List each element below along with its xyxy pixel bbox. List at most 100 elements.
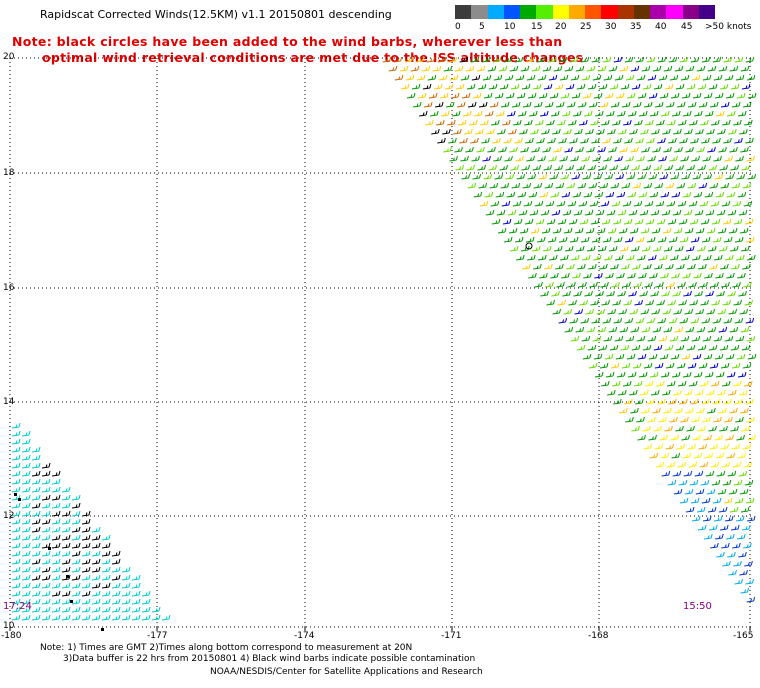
lat-label-14: 14 <box>3 397 15 407</box>
wind-barb <box>699 281 708 288</box>
wind-barb <box>709 263 718 270</box>
wind-barb <box>720 524 729 531</box>
wind-barb <box>645 218 655 225</box>
wind-barb <box>61 542 71 549</box>
wind-barb <box>461 173 471 180</box>
wind-barb <box>614 155 623 162</box>
wind-barb <box>743 281 752 288</box>
wind-barb <box>710 542 719 549</box>
wind-barb <box>61 598 71 605</box>
wind-barb <box>545 200 555 207</box>
wind-barb <box>657 398 666 405</box>
wind-barb <box>51 510 61 517</box>
wind-barb <box>482 74 492 81</box>
wind-barb <box>464 128 473 135</box>
wind-barb <box>732 542 741 549</box>
wind-barb <box>561 191 571 198</box>
wind-barb <box>71 518 81 525</box>
wind-barb <box>553 65 563 72</box>
wind-barb <box>585 128 594 135</box>
wind-barb <box>582 173 592 180</box>
wind-barb <box>51 558 61 565</box>
wind-barb <box>661 470 671 477</box>
wind-barb <box>517 191 527 198</box>
wind-barb <box>61 582 71 589</box>
wind-barb <box>663 65 673 72</box>
wind-barb <box>561 272 570 279</box>
wind-barb <box>678 119 687 126</box>
wind-barb <box>716 209 726 216</box>
wind-barb <box>21 582 31 589</box>
wind-barb <box>709 524 718 531</box>
wind-barb <box>526 74 536 81</box>
wind-barb <box>701 317 711 324</box>
wind-barb <box>71 534 81 541</box>
wind-barb <box>692 92 702 99</box>
wind-barb <box>460 155 469 162</box>
wind-barb <box>547 56 557 63</box>
wind-barb <box>600 380 610 387</box>
wind-barb <box>91 542 101 549</box>
wind-barb <box>723 137 732 144</box>
wind-barb <box>566 101 576 108</box>
wind-barb <box>500 182 510 189</box>
wind-barb <box>610 182 620 189</box>
wind-barb <box>722 119 731 126</box>
wind-barb <box>723 398 732 405</box>
wind-barb <box>691 416 700 423</box>
wind-barb <box>445 101 455 108</box>
colorbar-swatch <box>601 5 618 19</box>
wind-barb <box>691 155 700 162</box>
wind-barb <box>685 407 694 414</box>
wind-barb <box>473 191 483 198</box>
wind-barb <box>41 486 51 493</box>
wind-barb <box>554 83 564 90</box>
wind-barb <box>704 533 713 540</box>
wind-barb <box>649 272 658 279</box>
wind-barb <box>81 550 91 557</box>
wind-barb <box>651 227 661 234</box>
wind-barb <box>716 470 726 477</box>
wind-barb <box>697 164 706 171</box>
wind-barb <box>665 263 674 270</box>
wind-barb <box>668 137 677 144</box>
lon-label-165: -165 <box>733 631 754 641</box>
wind-barb <box>613 317 623 324</box>
wind-barb <box>592 74 602 81</box>
wind-barb <box>661 290 670 297</box>
wind-barb <box>615 92 625 99</box>
wind-barb <box>471 155 480 162</box>
wind-barb <box>621 101 631 108</box>
wind-barb <box>678 299 687 306</box>
wind-barb <box>710 281 719 288</box>
wind-barb <box>700 119 709 126</box>
wind-barb <box>41 566 51 573</box>
wind-barb <box>590 299 599 306</box>
wind-barb <box>523 200 533 207</box>
wind-barb <box>694 290 703 297</box>
wind-barb <box>101 534 111 541</box>
wind-barb <box>680 74 690 81</box>
wind-barb <box>638 191 648 198</box>
wind-barb <box>617 110 626 117</box>
wind-barb <box>41 470 51 477</box>
wind-barb <box>499 164 508 171</box>
colorbar-swatch <box>503 5 520 19</box>
wind-barb <box>632 101 642 108</box>
wind-barb <box>707 506 717 513</box>
colorbar-label: 0 <box>455 22 461 32</box>
wind-barb <box>648 173 658 180</box>
wind-barb <box>722 560 731 567</box>
colorbar-label: >50 knots <box>705 22 752 32</box>
wind-barb <box>615 254 624 261</box>
wind-barb <box>611 281 620 288</box>
wind-barb <box>742 263 751 270</box>
wind-barb <box>534 200 544 207</box>
wind-barb <box>715 452 725 459</box>
wind-barb <box>656 119 665 126</box>
wind-barb <box>686 164 695 171</box>
wind-barb <box>141 606 151 613</box>
wind-barb <box>570 155 579 162</box>
wind-barb <box>717 308 727 315</box>
wind-barb <box>721 281 730 288</box>
